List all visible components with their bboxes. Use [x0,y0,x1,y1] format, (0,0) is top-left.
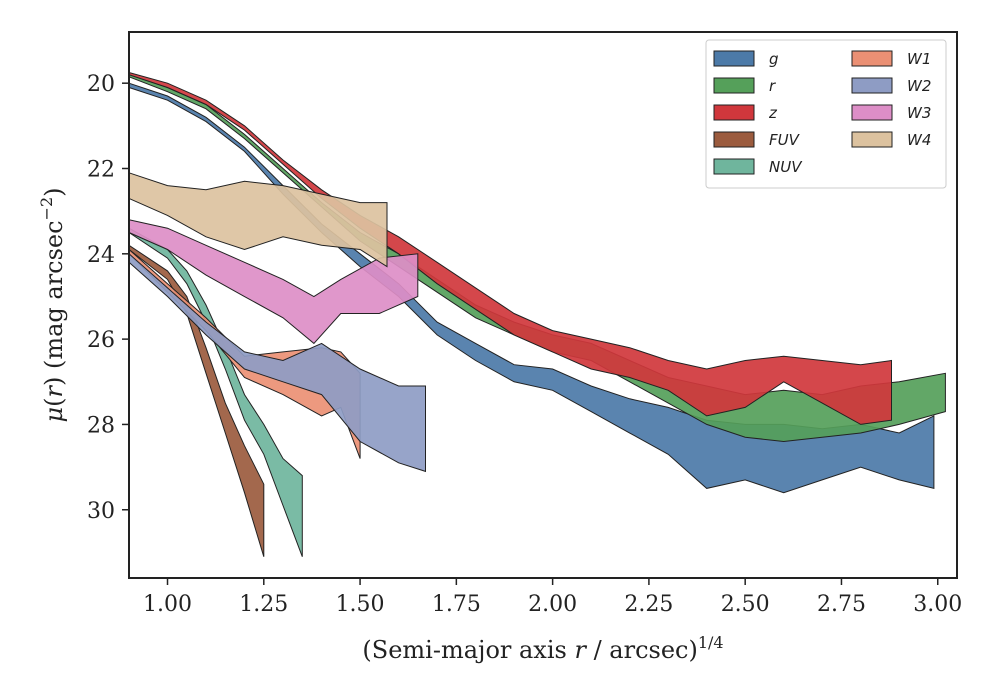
legend-label-w1: W1 [907,50,931,68]
legend-label-w4: W4 [907,131,931,149]
legend-swatch-z [713,104,755,121]
legend-label-g: g [769,50,779,68]
legend-label-fuv: FUV [769,131,801,149]
series-bands [128,71,946,557]
legend-label-r: r [769,77,776,95]
legend-swatch-g [713,50,755,67]
legend: grz FUV NUV W1 W2 W3 W4 [705,39,947,189]
legend-box [705,39,947,189]
legend-swatch-fuv [713,131,755,148]
x-tick-label: 2.00 [528,592,577,617]
legend-swatch-w4 [851,131,893,148]
y-axis-label: μ(r) (mag arcsec−2) [37,187,68,422]
x-axis-label: (Semi-major axis r / arcsec)1/4 [362,633,723,664]
y-axis-ticks: 20 22 24 26 28 30 [87,72,129,524]
y-tick-label: 26 [87,328,115,353]
legend-label-w2: W2 [907,77,931,95]
legend-swatch-w1 [851,50,893,67]
legend-label-z: z [768,104,778,122]
legend-swatch-w2 [851,77,893,94]
x-tick-label: 1.00 [143,592,192,617]
x-tick-label: 2.75 [817,592,866,617]
y-tick-label: 20 [87,72,115,97]
y-tick-label: 22 [87,158,115,183]
band-nuv [128,227,303,557]
x-axis-ticks: 1.00 1.25 1.50 1.75 2.00 2.25 2.50 2.75 3.00 [143,578,962,617]
band-w3 [128,219,419,345]
plot-frame [128,31,958,579]
legend-swatch-nuv [713,158,755,175]
x-tick-label: 3.00 [913,592,962,617]
legend-items: grz FUV NUV W1 W2 W3 W4 [713,50,931,176]
legend-label-w3: W3 [907,104,931,122]
legend-swatch-w3 [851,104,893,121]
y-tick-label: 28 [87,413,115,438]
legend-swatch-r [713,77,755,94]
y-tick-label: 24 [87,243,115,268]
x-tick-label: 1.75 [432,592,481,617]
x-tick-label: 2.50 [721,592,770,617]
band-w4 [128,172,388,268]
y-tick-label: 30 [87,499,115,524]
x-tick-label: 1.50 [336,592,385,617]
x-tick-label: 1.25 [239,592,288,617]
x-tick-label: 2.25 [624,592,673,617]
band-w2 [128,252,426,473]
legend-label-nuv: NUV [769,158,803,176]
